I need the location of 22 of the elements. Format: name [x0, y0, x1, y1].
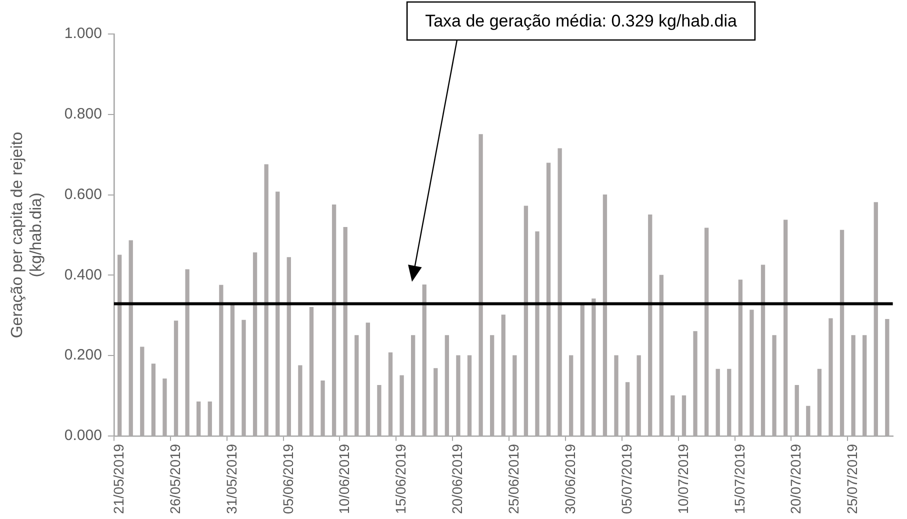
ref-line-label: Taxa de geração média: 0.329 kg/hab.dia	[425, 12, 738, 31]
x-tick-label: 10/06/2019	[336, 444, 352, 514]
y-tick-label: 0.400	[64, 266, 102, 284]
x-tick-label: 20/06/2019	[449, 444, 466, 514]
y-axis-title: Geração per capita de rejeito (kg/hab.dia)	[9, 132, 46, 338]
x-tick-label: 25/07/2019	[844, 444, 860, 514]
x-tick-label: 10/07/2019	[674, 444, 691, 514]
x-tick-label: 20/07/2019	[788, 444, 804, 514]
y-tick-label: 1.000	[64, 25, 102, 42]
y-tick-label: 0.600	[64, 186, 102, 203]
x-tick-label: 05/07/2019	[618, 444, 634, 514]
x-tick-label: 26/05/2019	[166, 444, 183, 514]
y-tick-label: 0.800	[64, 106, 102, 123]
x-tick-label: 21/05/2019	[110, 444, 126, 514]
y-tick-label: 0.000	[64, 427, 102, 444]
x-tick-label: 30/06/2019	[562, 444, 578, 514]
x-tick-label: 15/06/2019	[392, 444, 409, 514]
x-tick-label: 25/06/2019	[506, 444, 522, 514]
x-tick-label: 05/06/2019	[280, 444, 296, 514]
x-tick-label: 15/07/2019	[731, 444, 748, 514]
y-tick-label: 0.200	[64, 346, 102, 364]
x-tick-label: 31/05/2019	[223, 444, 240, 514]
